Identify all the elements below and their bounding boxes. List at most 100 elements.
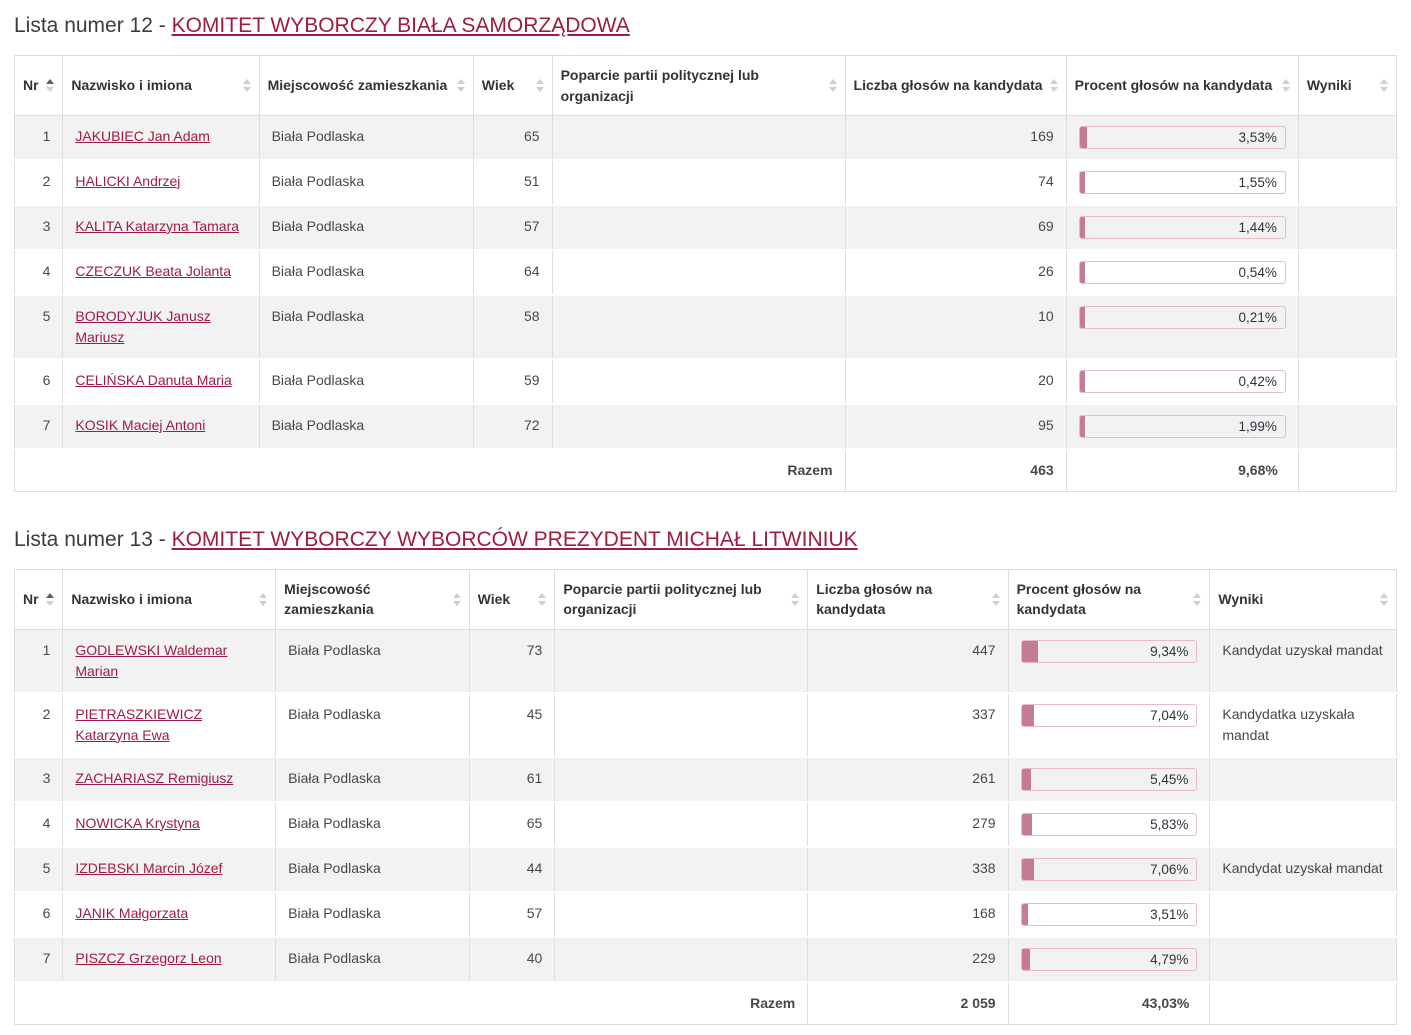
cell-age: 65 (472, 115, 553, 160)
cell-city: Biała Podlaska (258, 115, 474, 160)
percent-bar: 0,21% (1078, 305, 1286, 329)
cell-votes: 26 (844, 249, 1067, 295)
sort-icon (1049, 79, 1058, 93)
column-header-percent[interactable]: Procent głosów na kandydata (1007, 569, 1210, 630)
cell-result: Kandydat uzyskał mandat (1209, 629, 1397, 693)
cell-result: Kandydat uzyskał mandat (1209, 846, 1397, 892)
column-header-support[interactable]: Poparcie partii politycznej lub organiza… (551, 55, 846, 116)
cell-city: Biała Podlaska (275, 629, 470, 693)
cell-percent: 5,83% (1007, 801, 1210, 847)
cell-result (1297, 294, 1397, 359)
cell-votes: 74 (844, 159, 1067, 205)
column-header-label: Liczba głosów na kandydata (816, 581, 933, 618)
column-header-city[interactable]: Miejscowość zamieszkania (275, 569, 470, 630)
column-header-label: Poparcie partii politycznej lub organiza… (560, 67, 759, 104)
column-header-label: Wiek (481, 77, 515, 94)
cell-nr: 7 (42, 416, 51, 433)
total-percent: 43,03% (1007, 981, 1210, 1025)
cell-result (1297, 115, 1397, 160)
percent-bar: 3,53% (1078, 125, 1286, 149)
candidate-link[interactable]: CELIŃSKA Danuta Maria (75, 371, 232, 388)
sort-icon (535, 79, 544, 93)
column-header-city[interactable]: Miejscowość zamieszkania (258, 55, 474, 116)
column-header-name[interactable]: Nazwisko i imiona (62, 569, 276, 630)
column-header-nr[interactable]: Nr (14, 569, 63, 630)
cell-votes: 169 (844, 115, 1067, 160)
candidate-link[interactable]: IZDEBSKI Marcin Józef (75, 859, 223, 876)
candidate-link[interactable]: KALITA Katarzyna Tamara (75, 217, 240, 234)
column-header-votes[interactable]: Liczba głosów na kandydata (807, 569, 1009, 630)
candidate-link[interactable]: ZACHARIASZ Remigiusz (75, 769, 234, 786)
candidate-row: 6 JANIK Małgorzata Biała Podlaska 57 168 3,51… (14, 891, 1397, 937)
percent-label: 7,04% (1150, 707, 1189, 723)
column-header-label: Nazwisko i imiona (71, 77, 192, 94)
percent-bar: 4,79% (1020, 947, 1198, 971)
candidate-link[interactable]: BORODYJUK Janusz Mariusz (75, 307, 211, 345)
column-header-label: Wyniki (1306, 77, 1352, 94)
candidate-link[interactable]: JANIK Małgorzata (75, 904, 189, 921)
candidate-link[interactable]: KOSIK Maciej Antoni (75, 416, 206, 433)
cell-percent: 0,54% (1065, 249, 1299, 295)
percent-bar: 1,55% (1078, 170, 1286, 194)
total-results-empty (1209, 981, 1397, 1025)
cell-votes: 168 (807, 891, 1009, 937)
cell-nr: 3 (42, 769, 51, 786)
column-header-label: Nr (23, 591, 39, 608)
cell-nr: 2 (42, 172, 51, 189)
header-row: Nr Nazwisko i imiona Miejscowość zamieszka… (14, 569, 1397, 630)
cell-support (554, 629, 808, 693)
column-header-nr[interactable]: Nr (14, 55, 63, 116)
cell-result (1297, 358, 1397, 404)
cell-result (1209, 891, 1397, 937)
sort-icon (828, 79, 837, 93)
percent-bar-fill (1021, 948, 1030, 970)
candidate-link[interactable]: NOWICKA Krystyna (75, 814, 200, 831)
candidate-link[interactable]: HALICKI Andrzej (75, 172, 181, 189)
percent-label: 0,42% (1238, 373, 1277, 389)
percent-bar: 7,06% (1020, 857, 1198, 881)
sort-icon (991, 592, 1000, 606)
cell-support (554, 756, 808, 802)
column-header-age[interactable]: Wiek (472, 55, 553, 116)
candidate-link[interactable]: JAKUBIEC Jan Adam (75, 127, 210, 144)
cell-nr: 4 (42, 814, 51, 831)
column-header-age[interactable]: Wiek (468, 569, 555, 630)
candidate-link[interactable]: PISZCZ Grzegorz Leon (75, 949, 222, 966)
column-header-results[interactable]: Wyniki (1209, 569, 1397, 630)
sort-icon (259, 592, 268, 606)
column-header-votes[interactable]: Liczba głosów na kandydata (844, 55, 1067, 116)
cell-votes: 69 (844, 204, 1067, 250)
column-header-results[interactable]: Wyniki (1297, 55, 1397, 116)
column-header-support[interactable]: Poparcie partii politycznej lub organiza… (554, 569, 808, 630)
candidate-link[interactable]: CZECZUK Beata Jolanta (75, 262, 231, 279)
cell-percent: 3,53% (1065, 115, 1299, 160)
cell-city: Biała Podlaska (258, 249, 474, 295)
column-header-name[interactable]: Nazwisko i imiona (62, 55, 260, 116)
cell-support (554, 846, 808, 892)
cell-result (1209, 801, 1397, 847)
percent-label: 4,79% (1150, 951, 1189, 967)
cell-nr: 7 (42, 949, 51, 966)
column-header-percent[interactable]: Procent głosów na kandydata (1065, 55, 1299, 116)
cell-votes: 337 (807, 692, 1009, 757)
committee-link[interactable]: KOMITET WYBORCZY BIAŁA SAMORZĄDOWA (171, 14, 630, 37)
cell-age: 57 (472, 204, 553, 250)
percent-label: 1,44% (1238, 219, 1277, 235)
list-heading-prefix: Lista numer 13 - (14, 527, 172, 551)
sort-icon (456, 79, 465, 93)
cell-nr: 6 (42, 371, 51, 388)
cell-name: JAKUBIEC Jan Adam (62, 115, 260, 160)
cell-result (1297, 204, 1397, 250)
committee-link[interactable]: KOMITET WYBORCZY WYBORCÓW PREZYDENT MICH… (171, 527, 858, 551)
candidate-link[interactable]: PIETRASZKIEWICZ Katarzyna Ewa (75, 705, 203, 743)
cell-city: Biała Podlaska (258, 159, 474, 205)
cell-support (551, 294, 846, 359)
candidate-link[interactable]: GODLEWSKI Waldemar Marian (75, 641, 228, 679)
percent-label: 0,54% (1238, 264, 1277, 280)
cell-nr: 1 (42, 641, 51, 658)
cell-percent: 0,42% (1065, 358, 1299, 404)
cell-city: Biała Podlaska (275, 801, 470, 847)
percent-bar: 3,51% (1020, 902, 1198, 926)
cell-result (1297, 159, 1397, 205)
cell-percent: 1,44% (1065, 204, 1299, 250)
